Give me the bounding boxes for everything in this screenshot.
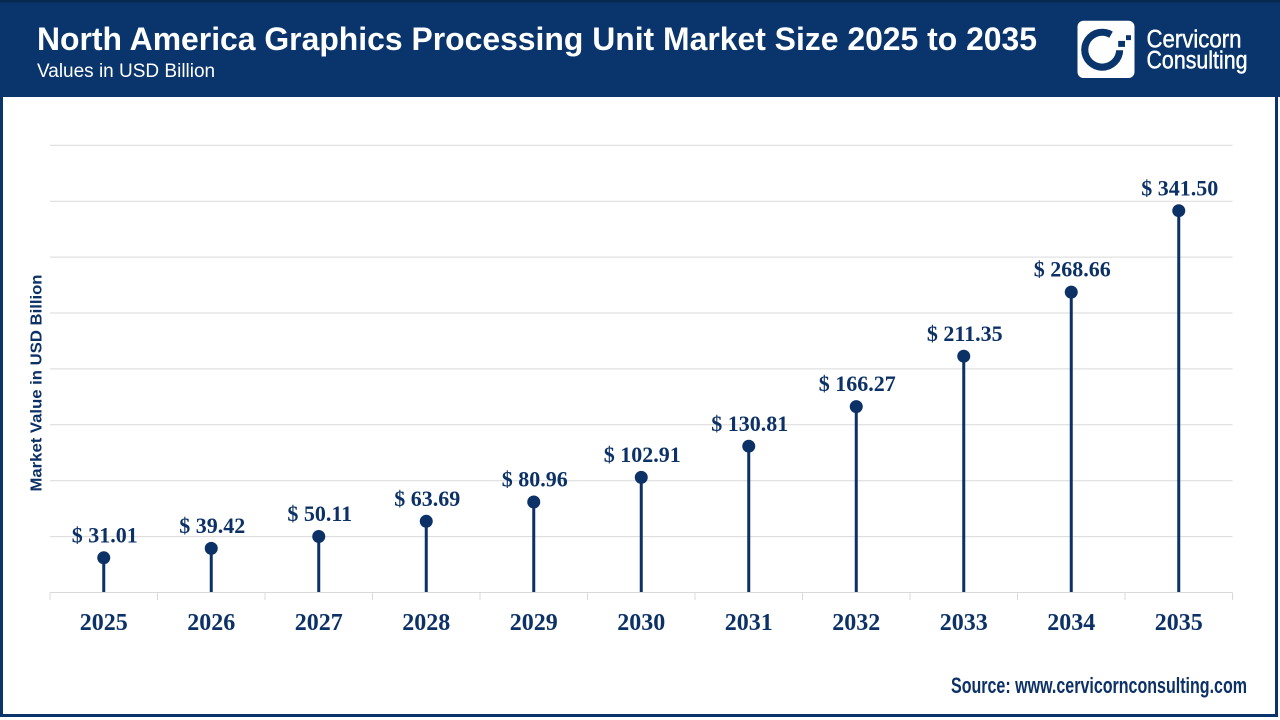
svg-text:2033: 2033: [940, 610, 988, 636]
svg-text:$ 31.01: $ 31.01: [72, 522, 138, 547]
svg-text:2032: 2032: [832, 610, 880, 636]
svg-text:Source: www.cervicornconsultin: Source: www.cervicornconsulting.com: [951, 673, 1247, 698]
svg-text:$ 39.42: $ 39.42: [179, 513, 245, 538]
svg-text:Values in USD Billion: Values in USD Billion: [37, 61, 215, 82]
svg-text:2035: 2035: [1155, 610, 1203, 636]
svg-text:2029: 2029: [510, 610, 558, 636]
svg-text:2030: 2030: [617, 610, 665, 636]
svg-text:North America Graphics Process: North America Graphics Processing Unit M…: [37, 21, 1037, 57]
svg-text:2028: 2028: [402, 610, 450, 636]
svg-text:Cervicorn: Cervicorn: [1147, 26, 1242, 54]
svg-text:$ 102.91: $ 102.91: [604, 442, 681, 467]
svg-text:$ 341.50: $ 341.50: [1141, 175, 1218, 200]
svg-text:2025: 2025: [80, 610, 128, 636]
svg-text:2031: 2031: [725, 610, 773, 636]
svg-text:2027: 2027: [295, 610, 343, 636]
svg-text:2026: 2026: [187, 610, 235, 636]
svg-text:$ 80.96: $ 80.96: [502, 467, 568, 492]
svg-text:$ 211.35: $ 211.35: [927, 321, 1003, 346]
svg-text:Consulting: Consulting: [1147, 47, 1248, 75]
svg-text:$ 63.69: $ 63.69: [394, 486, 460, 511]
svg-text:$ 166.27: $ 166.27: [819, 371, 896, 396]
svg-text:$ 268.66: $ 268.66: [1034, 257, 1111, 282]
svg-text:2034: 2034: [1047, 610, 1095, 636]
svg-text:Market Value in USD Billion: Market Value in USD Billion: [29, 275, 46, 492]
svg-text:$ 50.11: $ 50.11: [287, 501, 352, 526]
svg-text:$ 130.81: $ 130.81: [711, 411, 788, 436]
